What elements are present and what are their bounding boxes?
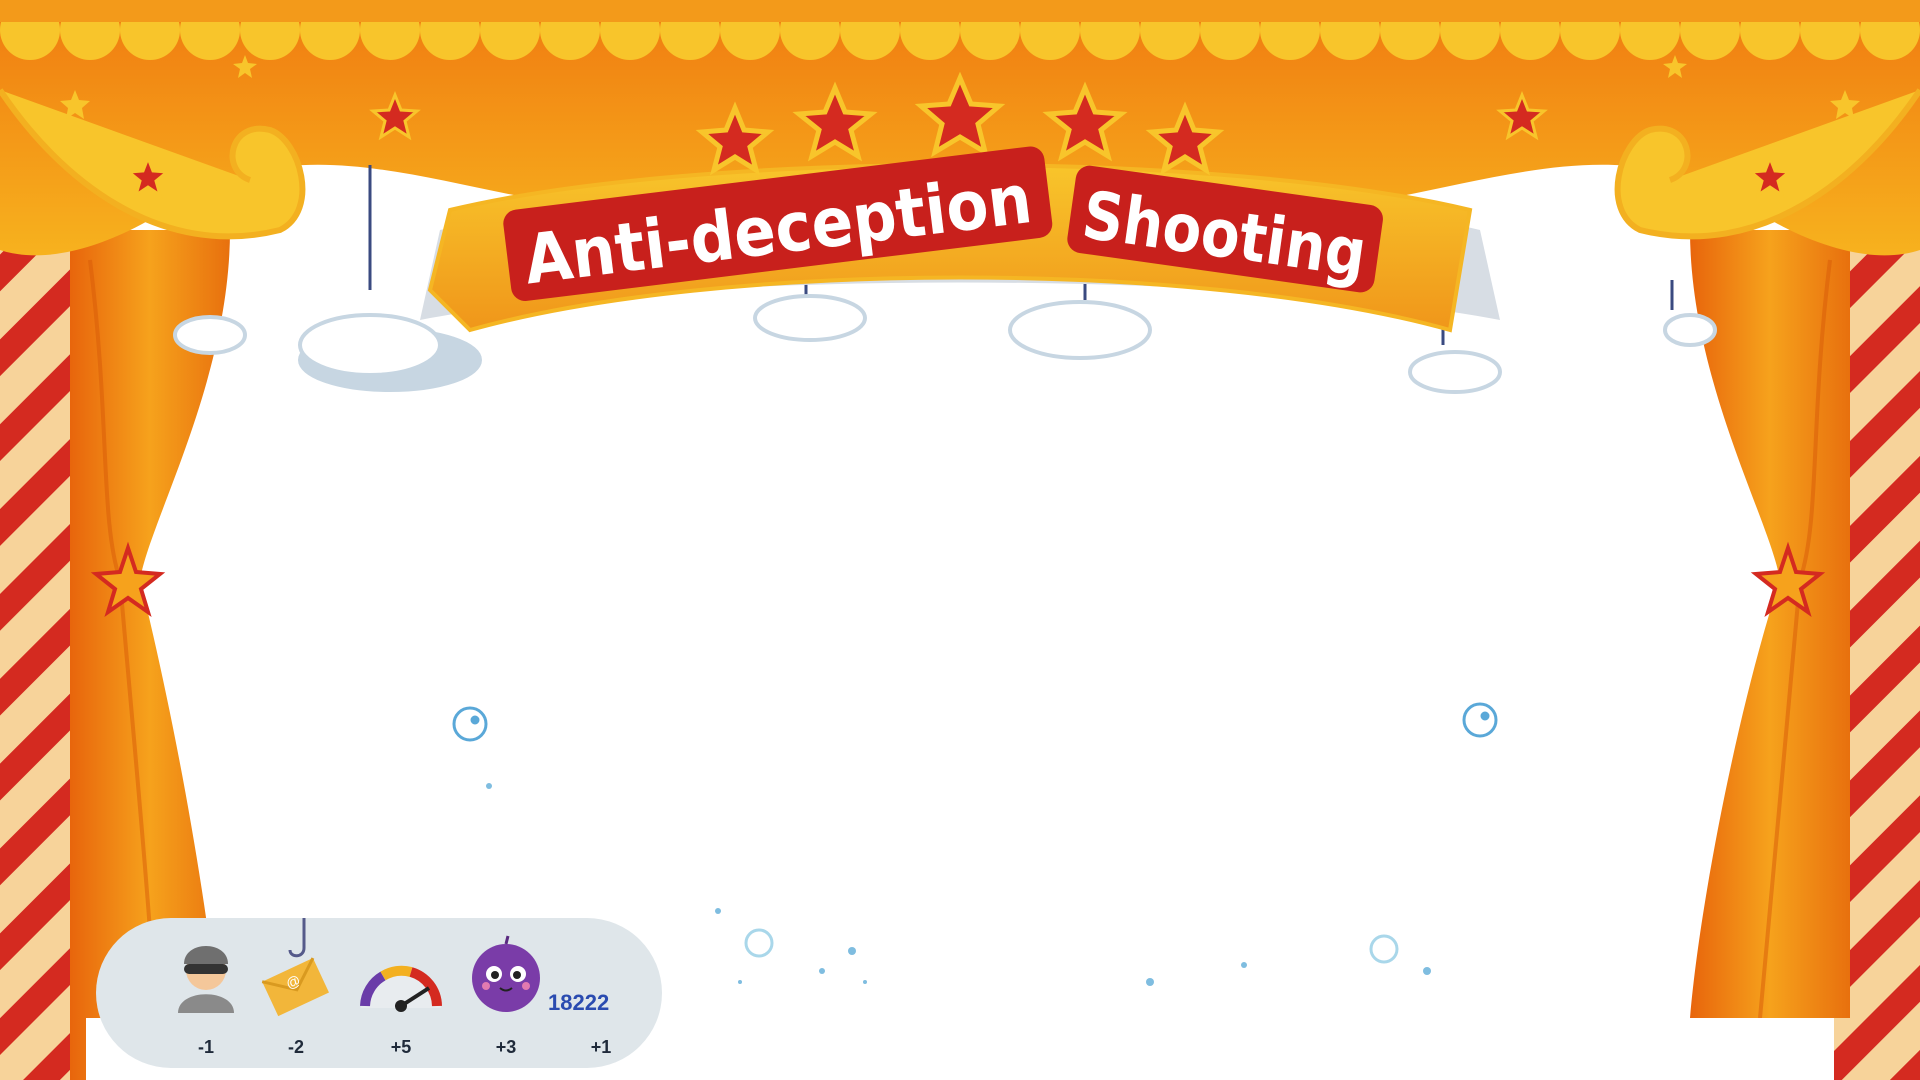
right-tie-star bbox=[1750, 541, 1826, 617]
score-item-thief: -1 bbox=[156, 918, 256, 1068]
score-value-gauge: +5 bbox=[390, 1037, 412, 1057]
score-value-points: +1 bbox=[590, 1037, 612, 1057]
clouds bbox=[173, 294, 1717, 394]
score-panel: -1 @ -2 +5 bbox=[96, 918, 662, 1068]
svg-text:@: @ bbox=[283, 971, 303, 992]
title-stars bbox=[695, 71, 1225, 176]
left-tie-star bbox=[90, 541, 166, 617]
score-item-points: +1 bbox=[551, 918, 651, 1068]
decor-stars bbox=[125, 90, 1793, 199]
total-score: 18222 bbox=[548, 990, 610, 1015]
score-item-gauge: +5 bbox=[351, 918, 451, 1068]
purple-ball-icon bbox=[472, 935, 540, 1012]
score-item-phishing: @ -2 bbox=[246, 918, 346, 1068]
right-curtain bbox=[1690, 230, 1850, 1018]
thief-icon bbox=[178, 946, 234, 1013]
bubbles bbox=[452, 702, 1498, 964]
score-value-purple-ball: +3 bbox=[495, 1037, 517, 1057]
score-value-thief: -1 bbox=[197, 1037, 214, 1057]
left-curtain bbox=[70, 230, 230, 1080]
score-item-purple-ball: +3 bbox=[456, 918, 556, 1068]
speed-gauge-icon bbox=[360, 965, 442, 1012]
score-value-phishing: -2 bbox=[287, 1037, 304, 1057]
phishing-mail-icon: @ bbox=[261, 918, 329, 1017]
